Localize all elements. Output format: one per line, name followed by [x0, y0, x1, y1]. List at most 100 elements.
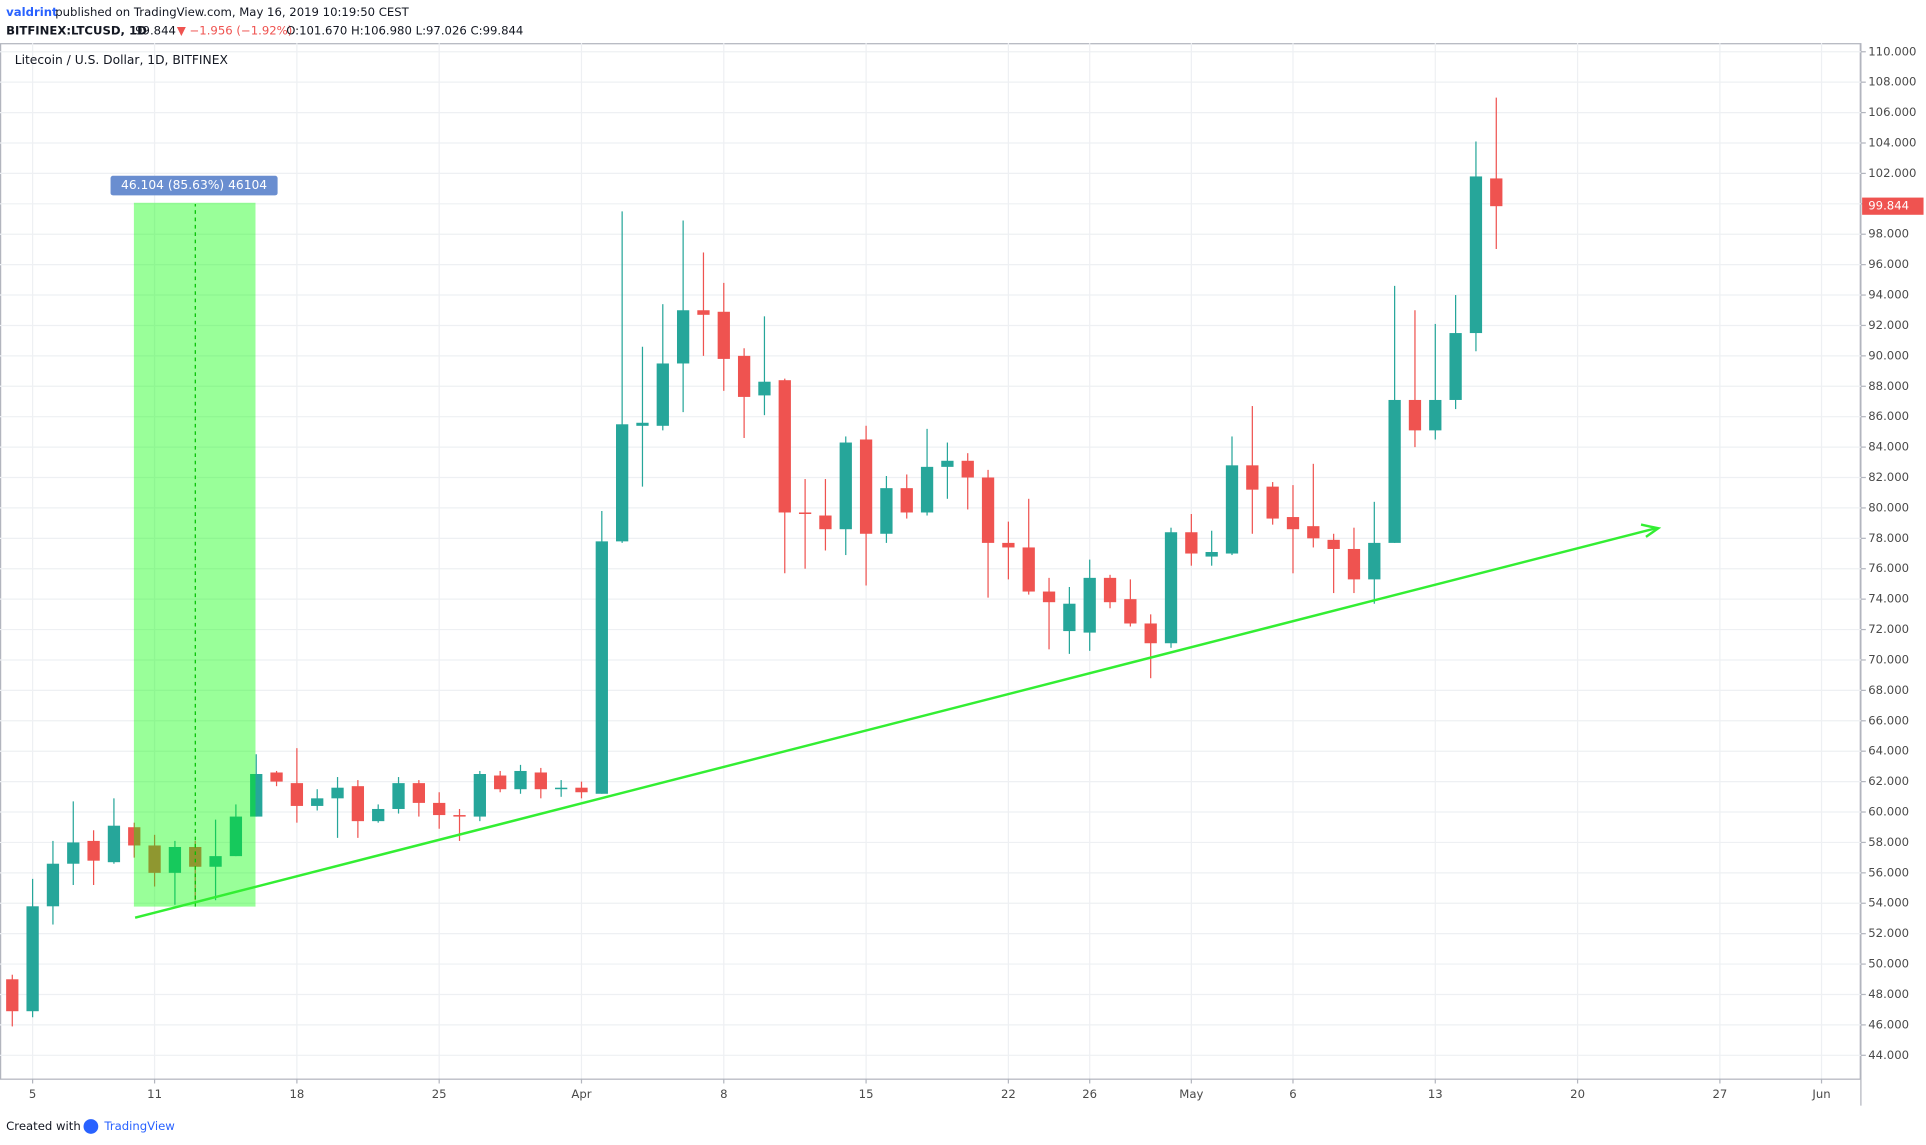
- candle-body: [473, 774, 486, 817]
- candle-body: [392, 783, 405, 809]
- candle-body: [26, 906, 39, 1012]
- y-tick-label: 102.000: [1868, 166, 1916, 180]
- candle-body: [168, 846, 182, 873]
- x-tick-label: 5: [29, 1087, 36, 1101]
- candle-body: [453, 815, 466, 817]
- candle-body: [229, 816, 243, 857]
- candle-body: [1002, 542, 1015, 548]
- candle-body: [900, 488, 913, 513]
- candle-body: [656, 363, 669, 426]
- candle-body: [697, 310, 710, 315]
- candle-body: [717, 311, 730, 359]
- candle-body: [575, 787, 588, 793]
- y-tick-label: 46.000: [1868, 1017, 1909, 1031]
- y-tick-label: 68.000: [1868, 683, 1909, 697]
- candle-body: [1408, 399, 1422, 431]
- x-tick-label: 20: [1570, 1087, 1585, 1101]
- candle-body: [1205, 552, 1218, 557]
- grid: [0, 43, 1861, 1079]
- y-tick-label: 98.000: [1868, 227, 1909, 241]
- candle-body: [534, 772, 547, 790]
- candle-body: [961, 460, 974, 478]
- y-tick-label: 78.000: [1868, 531, 1909, 545]
- y-tick-label: 76.000: [1868, 561, 1909, 575]
- chart-title: Litecoin / U.S. Dollar, 1D, BITFINEX: [15, 53, 229, 67]
- candle-body: [514, 770, 527, 790]
- y-tick-label: 62.000: [1868, 774, 1909, 788]
- y-tick-label: 90.000: [1868, 348, 1909, 362]
- candle-body: [351, 786, 365, 822]
- candle-body: [839, 442, 852, 530]
- y-tick-label: 70.000: [1868, 652, 1909, 666]
- candle-body: [1246, 465, 1259, 490]
- user[interactable]: valdrint: [6, 5, 58, 19]
- candle-body: [128, 827, 141, 846]
- y-tick-label: 94.000: [1868, 288, 1909, 302]
- y-tick-label: 86.000: [1868, 409, 1909, 423]
- x-tick-label: 15: [859, 1087, 874, 1101]
- y-tick-label: 56.000: [1868, 865, 1909, 879]
- y-tick-label: 58.000: [1868, 835, 1909, 849]
- footer-brand[interactable]: TradingView: [103, 1119, 175, 1133]
- candle-body: [1225, 465, 1239, 554]
- candles: [6, 97, 1503, 1027]
- candle-body: [311, 798, 324, 806]
- y-tick-label: 60.000: [1868, 805, 1909, 819]
- candle-body: [189, 846, 202, 867]
- candle-body: [920, 466, 934, 513]
- candle-body: [67, 842, 80, 864]
- candle-body: [1327, 539, 1340, 549]
- y-tick-label: 50.000: [1868, 957, 1909, 971]
- x-tick-label: Apr: [571, 1087, 591, 1101]
- candle-body: [616, 424, 629, 542]
- x-tick-label: 11: [147, 1087, 162, 1101]
- logo: [83, 1119, 99, 1134]
- candle-body: [859, 439, 873, 534]
- candle-body: [1022, 547, 1035, 592]
- candle-body: [981, 477, 995, 543]
- y-tick-label: 104.000: [1868, 135, 1916, 149]
- last-price-box: [1862, 197, 1924, 215]
- candle-body: [6, 979, 19, 1012]
- candle-body: [1469, 176, 1483, 334]
- candle-body: [737, 355, 751, 397]
- candle-body: [1286, 517, 1300, 530]
- candle-body: [941, 460, 954, 467]
- x-tick-label: 27: [1712, 1087, 1727, 1101]
- y-tick-label: 74.000: [1868, 592, 1909, 606]
- candle-body: [1042, 591, 1056, 603]
- header-price: 99.844: [135, 23, 176, 37]
- candle-body: [148, 845, 161, 873]
- y-tick-label: 52.000: [1868, 926, 1909, 940]
- y-tick-label: 54.000: [1868, 896, 1909, 910]
- x-tick-label: 8: [720, 1087, 727, 1101]
- candle-body: [676, 310, 690, 364]
- y-tick-label: 48.000: [1868, 987, 1909, 1001]
- y-tick-label: 64.000: [1868, 744, 1909, 758]
- candle-body: [87, 840, 100, 861]
- candle-body: [1368, 542, 1381, 580]
- last-price-label: 99.844: [1868, 199, 1909, 213]
- candle-body: [1164, 532, 1178, 644]
- candle-body: [555, 787, 568, 790]
- candle-body: [250, 774, 263, 817]
- candle-body: [819, 515, 832, 530]
- y-tick-label: 82.000: [1868, 470, 1909, 484]
- y-tick-label: 106.000: [1868, 105, 1916, 119]
- x-tick-label: 26: [1082, 1087, 1097, 1101]
- y-tick-label: 108.000: [1868, 75, 1916, 89]
- candle-body: [758, 381, 771, 396]
- header-ohlc: O:101.670 H:106.980 L:97.026 C:99.844: [286, 23, 523, 37]
- x-tick-label: 22: [1001, 1087, 1016, 1101]
- candle-body: [595, 541, 608, 794]
- candle-body: [1144, 623, 1157, 644]
- candle-body: [46, 863, 60, 907]
- trend-arrow: [1640, 523, 1662, 538]
- candle-body: [331, 787, 344, 799]
- measure-label: 46.104 (85.63%) 46104: [121, 178, 267, 192]
- candle-body: [412, 783, 425, 803]
- candle-body: [636, 422, 649, 426]
- y-tick-label: 72.000: [1868, 622, 1909, 636]
